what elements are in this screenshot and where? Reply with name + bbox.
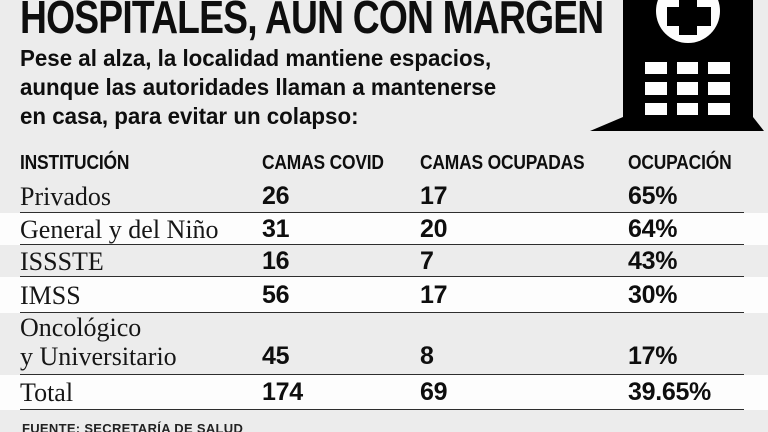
value-camas-ocupadas: 17 xyxy=(420,182,448,210)
value-camas-ocupadas: 20 xyxy=(420,214,448,243)
value-camas-ocupadas: 8 xyxy=(420,342,434,370)
institution-name: Oncológico y Universitario xyxy=(20,313,262,375)
value-ocupacion: 65% xyxy=(628,182,678,210)
subtitle-line: aunque las autoridades llaman a mantener… xyxy=(20,74,497,100)
value-camas-covid: 16 xyxy=(262,246,290,275)
value-camas-covid: 56 xyxy=(262,280,290,309)
value-camas-covid: 45 xyxy=(262,342,290,370)
table-row-issste: ISSSTE 16 7 43% xyxy=(0,245,768,277)
institution-name-line1: Oncológico xyxy=(20,313,142,342)
institution-name: IMSS xyxy=(20,280,81,310)
value-camas-covid-total: 174 xyxy=(262,378,303,406)
value-ocupacion: 17% xyxy=(628,342,678,370)
table-header-row: INSTITUCIÓN CAMAS COVID CAMAS OCUPADAS O… xyxy=(0,144,768,180)
institution-name: Privados xyxy=(20,182,111,211)
value-ocupacion-total: 39.65% xyxy=(628,378,711,406)
value-camas-ocupadas-total: 69 xyxy=(420,378,448,406)
table-row-imss: IMSS 56 17 30% xyxy=(0,277,768,313)
institution-name: ISSSTE xyxy=(20,246,104,276)
column-header-institucion: INSTITUCIÓN xyxy=(20,152,130,174)
institution-name: General y del Niño xyxy=(20,214,219,244)
column-header-ocupacion: OCUPACIÓN xyxy=(628,152,732,174)
value-ocupacion: 64% xyxy=(628,214,678,243)
table-row-general: General y del Niño 31 20 64% xyxy=(0,213,768,245)
subtitle-line: Pese al alza, la localidad mantiene espa… xyxy=(20,45,492,71)
value-ocupacion: 43% xyxy=(628,246,678,275)
value-camas-covid: 31 xyxy=(262,214,290,243)
value-ocupacion: 30% xyxy=(628,280,678,309)
page-title: HOSPITALES, AUN CON MARGEN xyxy=(20,0,604,43)
total-label: Total xyxy=(20,378,74,407)
value-camas-covid: 26 xyxy=(262,182,290,210)
subtitle-line: en casa, para evitar un colapso: xyxy=(20,103,359,129)
table-row-oncologico-universitario: Oncológico y Universitario 45 8 17% xyxy=(0,313,768,375)
subtitle: Pese al alza, la localidad mantiene espa… xyxy=(20,44,511,131)
column-header-camas-ocupadas: CAMAS OCUPADAS xyxy=(420,152,585,174)
hospital-icon xyxy=(590,0,764,131)
table-row-privados: Privados 26 17 65% xyxy=(0,180,768,213)
occupancy-table: INSTITUCIÓN CAMAS COVID CAMAS OCUPADAS O… xyxy=(0,144,768,410)
table-row-total: Total 174 69 39.65% xyxy=(0,375,768,410)
value-camas-ocupadas: 7 xyxy=(420,246,434,275)
column-header-camas-covid: CAMAS COVID xyxy=(262,152,384,174)
value-camas-ocupadas: 17 xyxy=(420,280,448,309)
institution-name-line2: y Universitario xyxy=(20,342,177,371)
source-credit: FUENTE: SECRETARÍA DE SALUD xyxy=(22,421,244,432)
